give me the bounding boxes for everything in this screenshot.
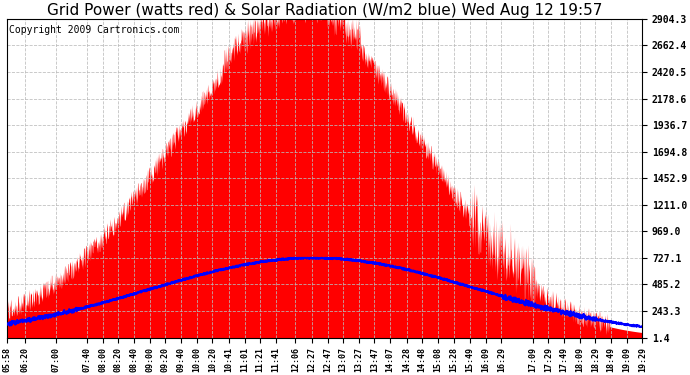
Title: Grid Power (watts red) & Solar Radiation (W/m2 blue) Wed Aug 12 19:57: Grid Power (watts red) & Solar Radiation…: [47, 3, 602, 18]
Text: Copyright 2009 Cartronics.com: Copyright 2009 Cartronics.com: [8, 26, 179, 35]
